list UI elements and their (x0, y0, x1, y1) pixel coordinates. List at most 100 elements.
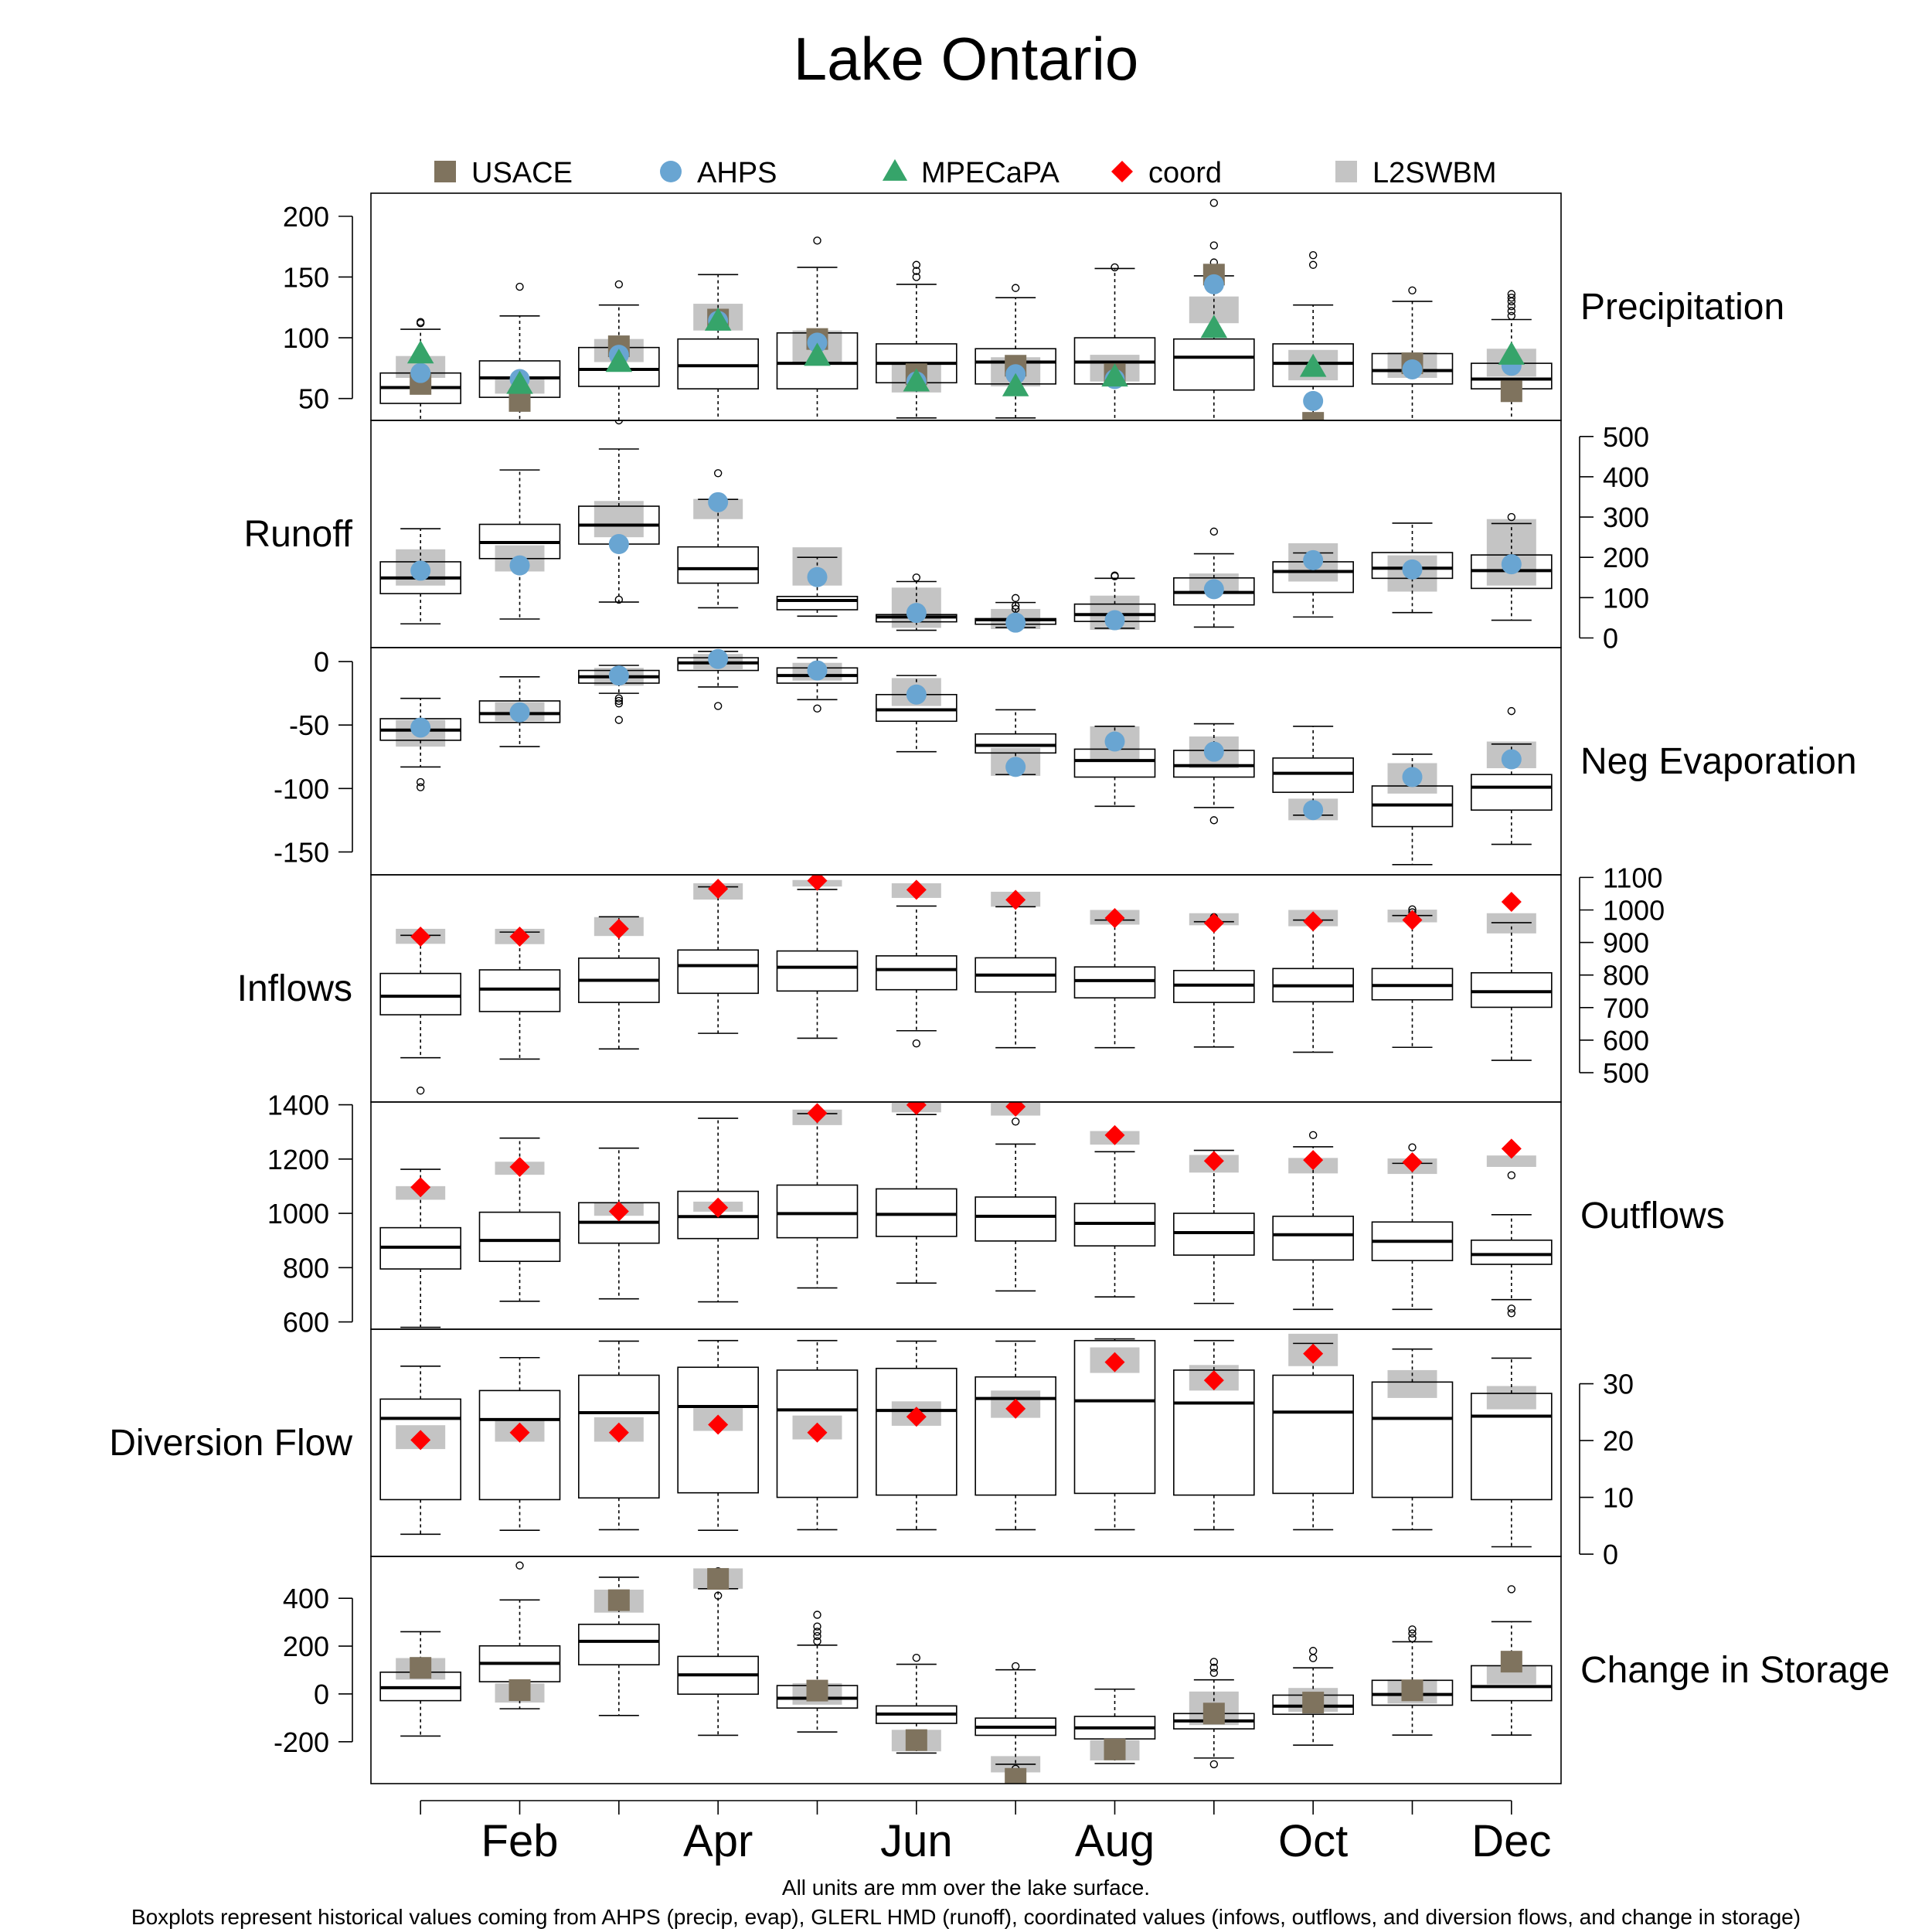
outlier-point (1408, 1634, 1417, 1643)
boxplot-jun (876, 905, 957, 1048)
marker-coord (1104, 908, 1125, 929)
marker-usace (1302, 412, 1325, 420)
legend: USACE AHPS MPECaPA coord L2SWBM (434, 157, 1496, 189)
outlier-point (1011, 1662, 1020, 1671)
box-iqr (776, 1184, 859, 1239)
box-iqr (1272, 343, 1354, 387)
marker-ahps (906, 603, 927, 624)
outlier-point (1209, 1663, 1219, 1672)
outlier-point (1011, 594, 1020, 603)
x-tick-label-aug: Aug (1075, 1816, 1155, 1866)
outlier-point (1408, 1143, 1417, 1151)
y-tick-label: 400 (283, 1583, 329, 1614)
marker-coord (1303, 1150, 1324, 1171)
boxplot-mar (578, 1147, 660, 1300)
marker-ahps (1203, 579, 1224, 600)
boxplot-sep (1173, 1149, 1255, 1304)
outlier-point (1308, 1654, 1318, 1662)
boxplot-jun (876, 1654, 957, 1754)
marker-coord (708, 1414, 729, 1435)
marker-ahps (807, 566, 828, 587)
marker-coord (708, 1197, 729, 1218)
panel-plot-area-precipitation (379, 199, 1553, 420)
legend-item-coord: coord (1111, 157, 1222, 189)
panel-change-in-storage: 400 200 0 -200 Change in Storage (274, 1556, 1889, 1784)
marker-coord (410, 927, 431, 947)
outlier-point (1209, 1658, 1219, 1666)
legend-item-l2swbm: L2SWBM (1335, 157, 1496, 189)
marker-coord (906, 1102, 927, 1115)
outlier-point (813, 236, 821, 245)
marker-coord (1303, 911, 1324, 932)
y-tick-label: 1100 (1603, 862, 1662, 893)
y-tick-label: 800 (1603, 960, 1649, 992)
boxplot-oct (1272, 919, 1354, 1053)
footnote-units: All units are mm over the lake surface. (782, 1876, 1150, 1900)
outlier-point (912, 573, 921, 582)
l2swbm-range (1486, 1386, 1536, 1410)
box-iqr (478, 1389, 561, 1501)
marker-coord (509, 1156, 530, 1177)
boxplot-may (776, 556, 859, 617)
marker-mpecapa (1299, 353, 1327, 377)
marker-ahps (608, 534, 629, 555)
boxplot-oct (1272, 726, 1354, 816)
box-iqr (1073, 1339, 1156, 1495)
marker-ahps (807, 660, 828, 681)
x-tick-label-jun: Jun (880, 1816, 953, 1866)
outlier-point (1507, 302, 1516, 311)
marker-coord (410, 1177, 431, 1198)
l2swbm-range (594, 501, 644, 538)
marker-ahps (807, 332, 828, 353)
marker-ahps (509, 702, 530, 723)
marker-coord (608, 1201, 629, 1222)
x-axis: Feb Apr Jun Aug Oct Dec (420, 1800, 1551, 1866)
panel-label-change-in-storage: Change in Storage (1580, 1650, 1889, 1691)
panel-label-neg-evaporation: Neg Evaporation (1580, 741, 1857, 782)
y-axis-precipitation: 50 100 150 200 (283, 201, 353, 415)
marker-coord (1104, 1352, 1125, 1372)
outlier-point (1507, 1585, 1516, 1594)
marker-coord (1203, 1370, 1224, 1391)
boxplot-dec (1471, 1171, 1553, 1318)
boxplot-jul (975, 284, 1056, 419)
boxplot-apr (677, 274, 759, 420)
outlier-point (1507, 512, 1516, 522)
y-tick-label: 600 (1603, 1025, 1649, 1056)
marker-ahps (1402, 767, 1423, 787)
panel-diversion-flow: 0 10 20 30 Diversion Flow (109, 1328, 1634, 1570)
y-tick-label: 100 (1603, 582, 1649, 614)
outlier-point (912, 1654, 921, 1662)
boxplot-sep (1173, 1339, 1255, 1531)
legend-marker-mpecapa (882, 158, 908, 181)
marker-coord (807, 875, 828, 891)
marker-coord (807, 1103, 828, 1124)
marker-ahps (509, 555, 530, 576)
boxplot-feb (478, 931, 561, 1060)
boxplot-mar (578, 1340, 660, 1531)
boxplot-jun (876, 260, 957, 419)
boxplot-feb (478, 469, 561, 620)
legend-label-ahps: AHPS (697, 157, 777, 189)
outlier-point (614, 694, 624, 702)
boxplot-apr (677, 1339, 759, 1531)
boxplot-feb (478, 1356, 561, 1531)
box-iqr (975, 733, 1056, 754)
outlier-point (416, 783, 425, 791)
outlier-point (1507, 706, 1516, 716)
box-iqr (677, 949, 759, 995)
legend-marker-usace (434, 161, 456, 182)
box-iqr (876, 1367, 957, 1496)
marker-coord (807, 1422, 828, 1443)
y-axis-neg-evaporation: 0 -50 -100 -150 (274, 646, 353, 868)
legend-label-l2swbm: L2SWBM (1372, 157, 1496, 189)
marker-coord (1104, 1124, 1125, 1145)
y-tick-label: -150 (274, 836, 329, 868)
outlier-point (813, 1611, 821, 1619)
y-tick-label: 1400 (267, 1090, 329, 1121)
y-tick-label: -200 (274, 1726, 329, 1758)
marker-coord (1501, 1138, 1522, 1159)
panel-frame (370, 420, 1562, 648)
panels: 50100150200Precipitation0100200300400500… (109, 192, 1889, 1784)
box-iqr (1471, 1239, 1553, 1265)
